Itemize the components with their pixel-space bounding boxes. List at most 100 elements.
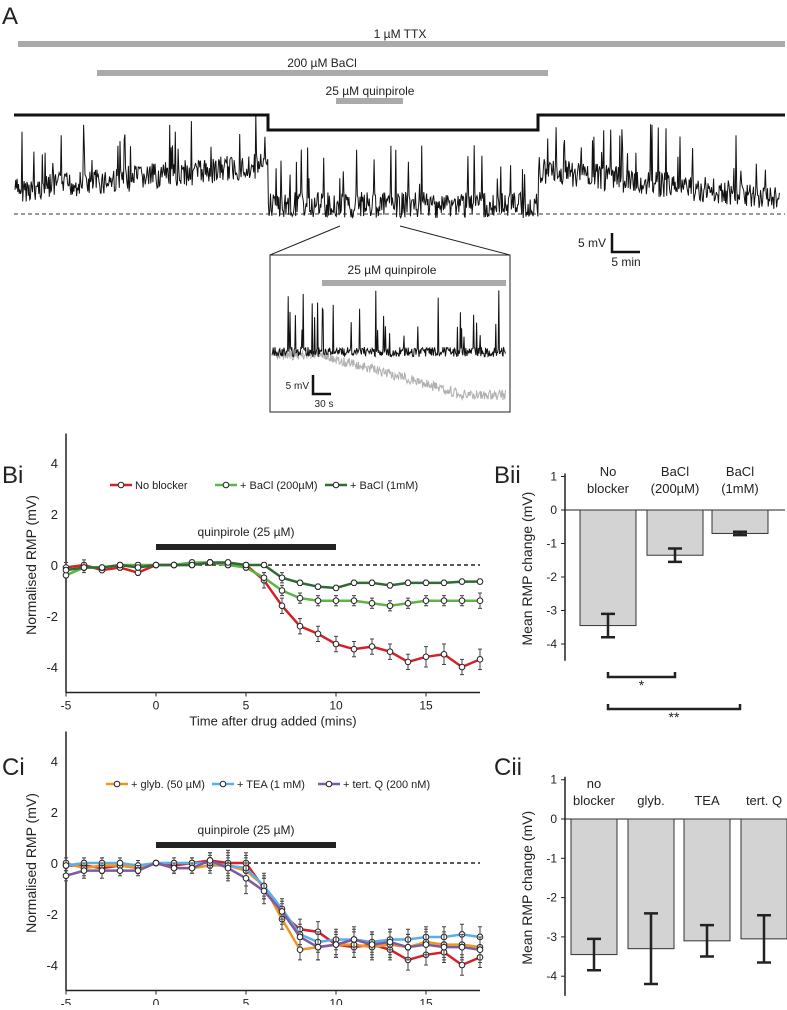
legend-label: + BaCl (200µM) — [240, 480, 318, 492]
drug-label: quinpirole (25 µM) — [198, 823, 295, 837]
y-tick-label: -1 — [546, 537, 557, 551]
category-label: glyb. — [637, 793, 664, 808]
y-axis-label: Mean RMP change (mV) — [519, 811, 535, 965]
x-tick-label: 15 — [419, 997, 433, 1006]
data-point — [296, 622, 304, 630]
data-point — [296, 579, 304, 587]
data-point — [332, 584, 340, 592]
category-label: tert. Q — [746, 793, 782, 808]
y-tick-label: -4 — [46, 660, 58, 675]
x-tick-label: 5 — [243, 997, 250, 1006]
category-label: blocker — [573, 793, 616, 808]
category-label: BaCl — [661, 464, 689, 479]
data-point — [152, 561, 160, 569]
data-point — [458, 961, 466, 969]
panel-label-a: A — [2, 3, 18, 30]
data-point — [278, 908, 286, 915]
bar-chart-cii: 1 0 -1 -2 -3 -4 Mean RMP change (mV) no blocker g… — [519, 773, 787, 996]
drug-bar — [156, 544, 336, 550]
data-point — [332, 640, 340, 648]
data-point — [134, 564, 142, 571]
series-0 — [62, 559, 484, 676]
data-point — [350, 597, 358, 605]
drug-bar — [156, 842, 336, 848]
error-bar — [644, 912, 658, 986]
x-tick-label: 5 — [243, 699, 250, 713]
error-bar — [700, 923, 714, 958]
legend-marker — [332, 481, 340, 489]
data-point — [116, 859, 124, 867]
series-line — [66, 859, 481, 967]
panel-label-bi: Bi — [2, 462, 23, 489]
data-point — [260, 887, 268, 895]
data-point — [350, 579, 358, 587]
data-point — [458, 663, 466, 671]
category-label: no — [587, 776, 601, 791]
category-label: (1mM) — [721, 481, 759, 496]
legend-item: + glyb. (50 µM) — [106, 779, 205, 791]
data-point — [116, 867, 124, 874]
data-point — [350, 645, 358, 653]
ttx-bar — [18, 41, 785, 47]
x-tick-label: 0 — [153, 699, 160, 713]
y-tick-label: 0 — [550, 812, 557, 826]
data-point — [314, 943, 322, 951]
data-point — [458, 597, 466, 605]
data-point — [170, 561, 178, 569]
y-tick-label: -2 — [46, 609, 58, 624]
series-1 — [62, 559, 484, 612]
legend-label: No blocker — [135, 480, 188, 492]
y-axis-label: Normalised RMP (mV) — [23, 495, 39, 635]
data-point — [404, 579, 412, 587]
error-bar — [601, 612, 615, 639]
legend-item: + tert. Q (200 nM) — [318, 779, 430, 791]
series-line — [65, 861, 481, 952]
legend-item: + BaCl (200µM) — [215, 480, 318, 492]
y-tick-label: -4 — [46, 958, 58, 973]
data-point — [422, 653, 430, 661]
x-axis-label: Time after drug added (mins) — [189, 714, 356, 729]
legend-label: + tert. Q (200 nM) — [343, 779, 430, 791]
y-tick-label: -4 — [546, 969, 557, 983]
data-point — [458, 943, 466, 951]
data-point — [296, 946, 304, 954]
data-point — [314, 597, 322, 605]
data-point — [260, 574, 268, 582]
data-point — [386, 602, 394, 610]
data-point — [116, 561, 124, 569]
y-axis-label: Mean RMP change (mV) — [519, 492, 535, 646]
data-point — [62, 872, 70, 880]
y-tick-label: -2 — [46, 907, 58, 922]
category-label: No — [600, 464, 617, 479]
legend-label: + glyb. (50 µM) — [131, 779, 205, 791]
data-point — [314, 630, 322, 638]
panel-label-cii: Cii — [494, 754, 522, 781]
y-axis-label: Normalised RMP (mV) — [23, 793, 39, 933]
legend-item: + TEA (1 mM) — [212, 779, 305, 791]
data-point — [296, 594, 304, 602]
legend-marker — [117, 481, 125, 489]
data-point — [440, 597, 448, 605]
quinpirole-bar — [336, 98, 403, 104]
inset-scale-bar — [311, 375, 331, 396]
y-tick-label: -3 — [546, 930, 557, 944]
data-point — [368, 643, 376, 650]
bar — [711, 509, 769, 534]
data-point — [152, 859, 160, 867]
data-point — [314, 583, 322, 590]
data-point — [476, 597, 484, 605]
inset-trace-black — [271, 290, 506, 358]
data-point — [62, 862, 70, 869]
data-point — [440, 579, 448, 587]
data-point — [80, 867, 88, 874]
x-tick-label: -5 — [61, 997, 72, 1006]
y-tick-label: 4 — [51, 754, 58, 769]
data-point — [332, 941, 340, 948]
y-tick-label: 2 — [51, 805, 58, 820]
data-point — [296, 933, 304, 941]
data-point — [368, 599, 376, 607]
legend-item: No blocker — [110, 480, 188, 492]
series-3 — [62, 852, 484, 963]
